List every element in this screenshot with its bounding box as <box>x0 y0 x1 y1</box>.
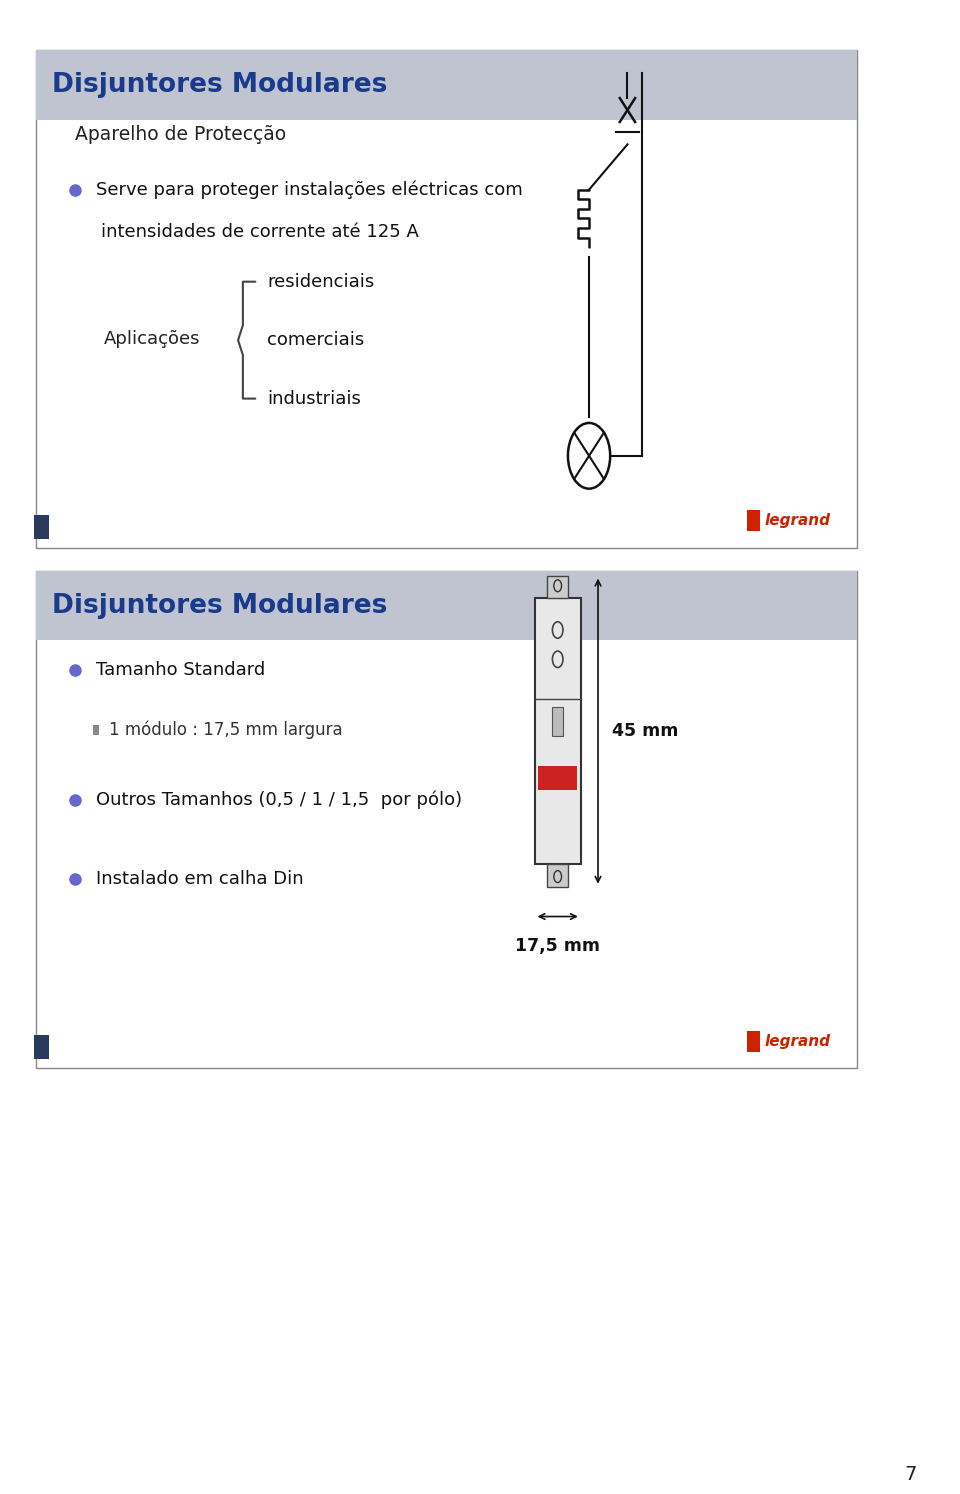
FancyBboxPatch shape <box>36 51 857 548</box>
Text: 1 módulo : 17,5 mm largura: 1 módulo : 17,5 mm largura <box>109 720 343 740</box>
Bar <box>535 598 581 864</box>
Bar <box>34 1035 49 1059</box>
Text: Aplicações: Aplicações <box>104 330 200 348</box>
Text: legrand: legrand <box>764 1034 830 1049</box>
Text: Serve para proteger instalações eléctricas com: Serve para proteger instalações eléctric… <box>96 181 523 199</box>
Text: intensidades de corrente até 125 A: intensidades de corrente até 125 A <box>101 223 419 241</box>
Bar <box>539 766 577 790</box>
Text: Disjuntores Modulares: Disjuntores Modulares <box>52 72 387 99</box>
FancyBboxPatch shape <box>36 571 857 1068</box>
Text: Disjuntores Modulares: Disjuntores Modulares <box>52 593 387 619</box>
Text: residenciais: residenciais <box>267 273 374 291</box>
Text: legrand: legrand <box>764 514 830 529</box>
Bar <box>747 511 760 532</box>
Bar <box>747 1031 760 1052</box>
Text: Outros Tamanhos (0,5 / 1 / 1,5  por pólo): Outros Tamanhos (0,5 / 1 / 1,5 por pólo) <box>96 790 462 808</box>
Text: 45 mm: 45 mm <box>612 722 679 740</box>
Bar <box>34 515 49 539</box>
Text: Aparelho de Protecção: Aparelho de Protecção <box>75 125 286 145</box>
Text: 17,5 mm: 17,5 mm <box>516 937 600 955</box>
Text: comerciais: comerciais <box>267 332 364 350</box>
Text: Tamanho Standard: Tamanho Standard <box>96 662 265 680</box>
Text: industriais: industriais <box>267 390 361 408</box>
FancyBboxPatch shape <box>36 51 857 120</box>
Text: 7: 7 <box>904 1466 917 1484</box>
Bar <box>547 864 568 886</box>
FancyBboxPatch shape <box>36 571 857 641</box>
Bar <box>552 707 564 737</box>
Bar <box>547 575 568 598</box>
Text: Instalado em calha Din: Instalado em calha Din <box>96 870 303 887</box>
Bar <box>92 725 100 735</box>
